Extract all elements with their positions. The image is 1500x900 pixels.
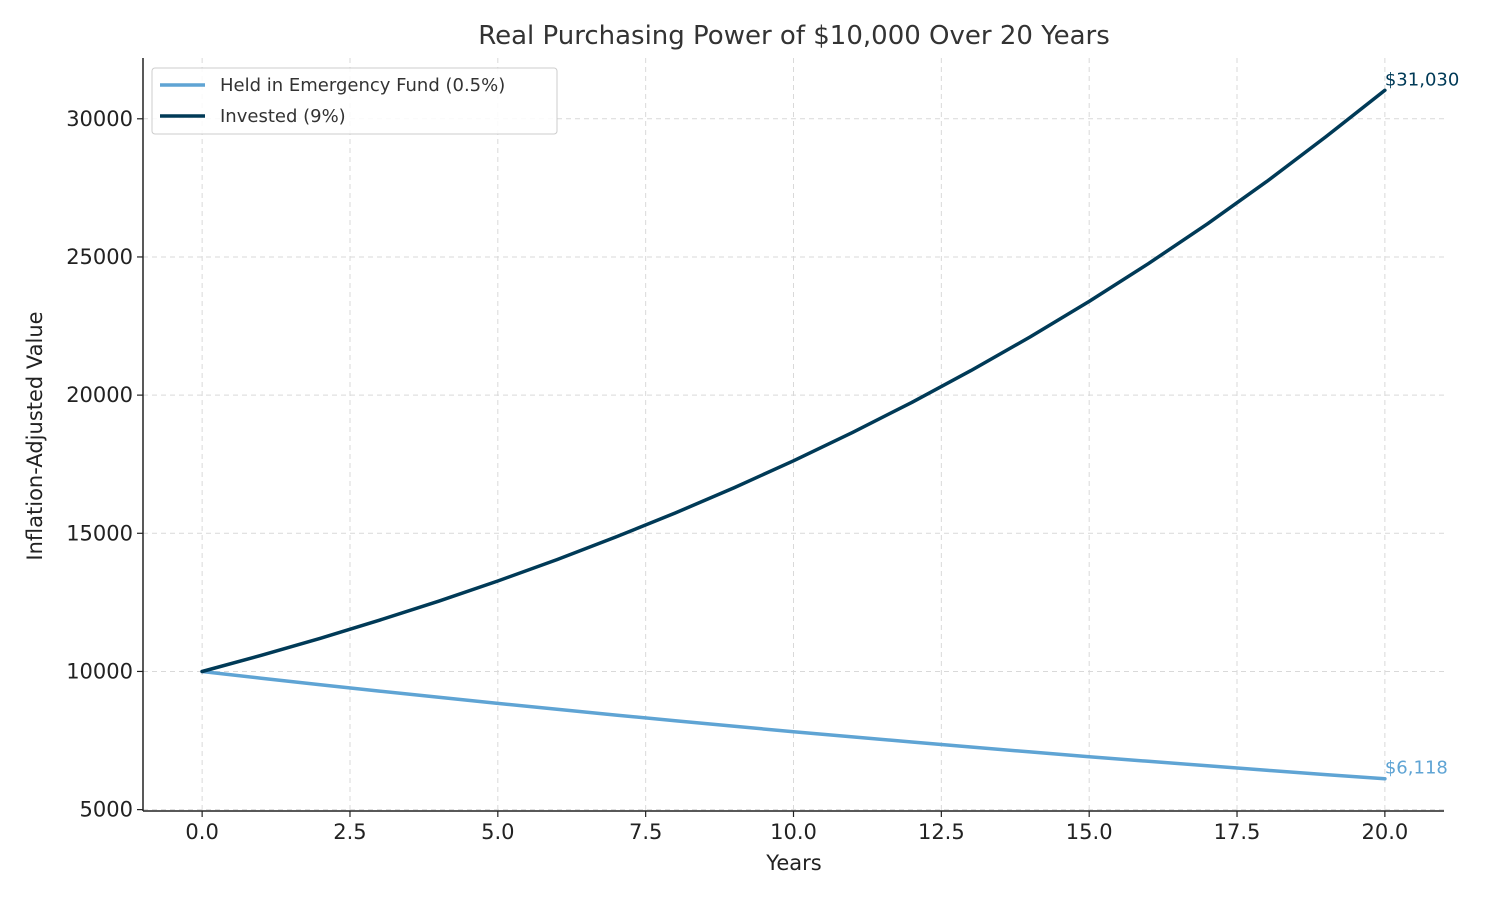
x-tick-label: 12.5 bbox=[918, 820, 965, 844]
y-axis-label: Inflation-Adjusted Value bbox=[23, 311, 47, 560]
end-labels: $6,118 $31,030 bbox=[1385, 69, 1459, 778]
x-tick-label: 15.0 bbox=[1066, 820, 1113, 844]
x-axis-label: Years bbox=[765, 851, 821, 875]
x-tick-label: 20.0 bbox=[1361, 820, 1408, 844]
y-tick-label: 5000 bbox=[80, 798, 133, 822]
y-tick-label: 15000 bbox=[66, 521, 133, 545]
legend-box bbox=[151, 67, 558, 135]
legend-label: Invested (9%) bbox=[220, 106, 346, 127]
x-tick-label: 17.5 bbox=[1214, 820, 1261, 844]
chart-title: Real Purchasing Power of $10,000 Over 20… bbox=[478, 21, 1110, 51]
legend: Held in Emergency Fund (0.5%) Invested (9… bbox=[151, 67, 558, 135]
series-line-1 bbox=[200, 669, 1387, 781]
x-tick-label: 7.5 bbox=[629, 820, 662, 844]
y-tick-label: 20000 bbox=[66, 383, 133, 407]
y-tick-label: 10000 bbox=[66, 659, 133, 683]
grid-lines bbox=[143, 58, 1444, 811]
series-lines bbox=[200, 88, 1387, 781]
x-tick-label: 0.0 bbox=[185, 820, 218, 844]
x-tick-label: 10.0 bbox=[770, 820, 817, 844]
x-tick-label: 5.0 bbox=[481, 820, 514, 844]
end-value-label: $31,030 bbox=[1385, 69, 1459, 90]
series-line-2 bbox=[200, 88, 1387, 674]
axis-ticks: 0.0 2.5 5.0 7.5 10.0 12.5 15.0 17.5 20.0 5000 1000… bbox=[66, 107, 1408, 844]
y-tick-label: 30000 bbox=[66, 107, 133, 131]
x-tick-label: 2.5 bbox=[333, 820, 366, 844]
legend-label: Held in Emergency Fund (0.5%) bbox=[220, 75, 505, 96]
end-value-label: $6,118 bbox=[1385, 758, 1448, 779]
y-tick-label: 25000 bbox=[66, 245, 133, 269]
